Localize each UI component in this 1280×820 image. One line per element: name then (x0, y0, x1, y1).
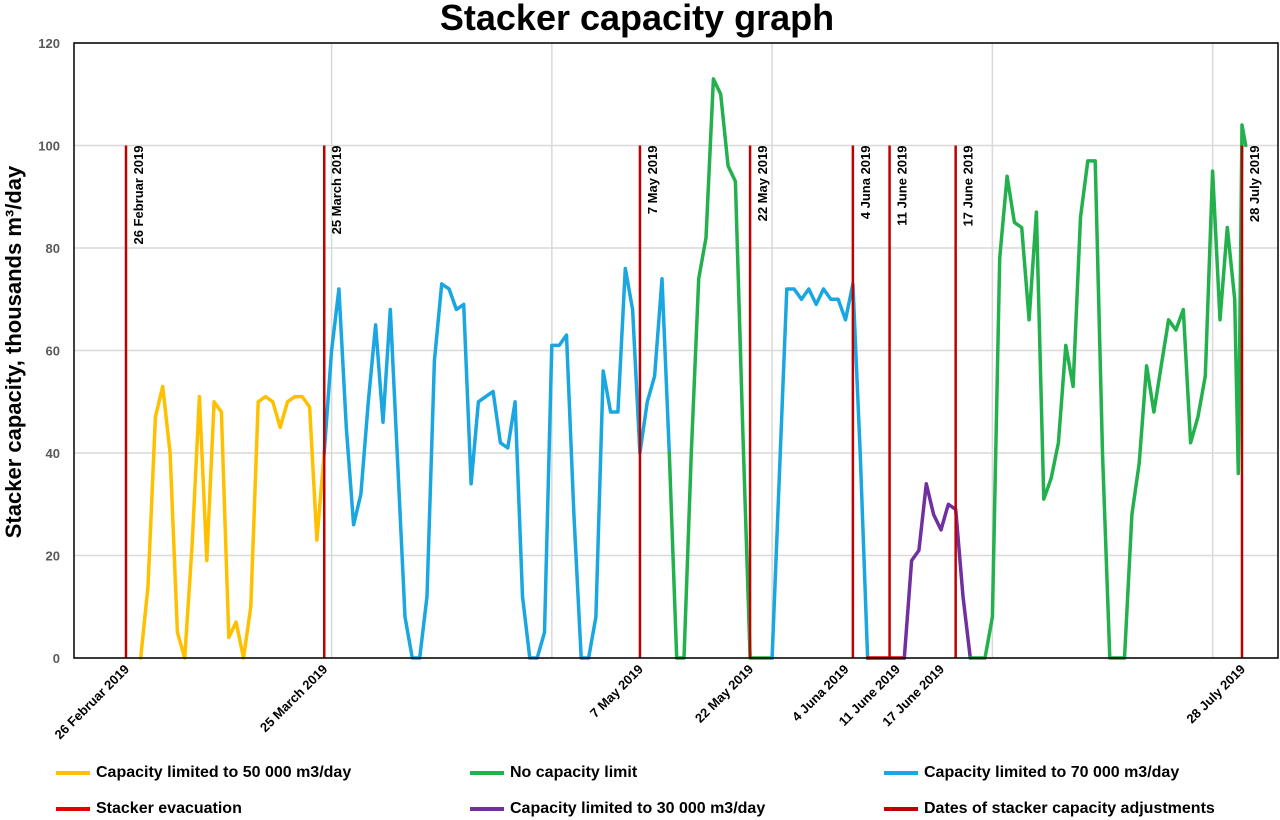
y-tick-label: 100 (38, 139, 60, 154)
legend-item-adjustments: Dates of stacker capacity adjustments (884, 800, 1215, 818)
adjustment-lines: 26 Februar 2019 25 March 2019 7 May 2019 22… (124, 145, 1262, 658)
legend-item-50k: Capacity limited to 50 000 m3/day (56, 764, 351, 782)
adjustment-line-label: 17 June 2019 (961, 146, 976, 227)
y-tick-label: 120 (38, 36, 60, 51)
adjustment-line-label: 7 May 2019 (645, 146, 660, 215)
legend-label-evacuation: Stacker evacuation (96, 800, 242, 817)
y-axis-ticks: 0 20 40 60 80 100 120 (38, 36, 60, 666)
stacker-capacity-chart: Stacker capacity graph Stacker capacity,… (1, 0, 1279, 743)
adjustment-line-label: 26 Februar 2019 (131, 146, 146, 245)
legend-swatch-adjustments (884, 807, 918, 811)
chart-legend: Capacity limited to 50 000 m3/day No cap… (0, 758, 1280, 820)
series-lines (138, 77, 1248, 660)
x-tick-label: 26 Februar 2019 (52, 662, 133, 743)
x-tick-label: 28 July 2019 (1183, 662, 1248, 727)
series-line (322, 266, 672, 660)
legend-item-no-limit: No capacity limit (470, 764, 637, 782)
y-tick-label: 60 (46, 344, 60, 359)
legend-item-evacuation: Stacker evacuation (56, 800, 242, 818)
legend-label-50k: Capacity limited to 50 000 m3/day (96, 764, 352, 781)
series-line (902, 482, 973, 660)
legend-swatch-70k (884, 771, 918, 775)
x-axis-ticks: 26 Februar 2019 25 March 2019 7 May 2019 22… (52, 662, 1249, 743)
adjustment-line-label: 4 Juna 2019 (858, 146, 873, 220)
x-tick-label: 22 May 2019 (692, 662, 756, 726)
series-line (138, 384, 326, 660)
legend-label-no-limit: No capacity limit (510, 764, 638, 781)
y-tick-label: 20 (46, 549, 60, 564)
plot-area-border (73, 42, 1279, 659)
y-tick-label: 0 (53, 651, 60, 666)
x-tick-label: 25 March 2019 (257, 662, 330, 735)
legend-swatch-30k (470, 807, 504, 811)
adjustment-line-label: 28 July 2019 (1247, 146, 1262, 223)
chart-title: Stacker capacity graph (440, 0, 834, 38)
legend-label-adjustments: Dates of stacker capacity adjustments (924, 800, 1215, 817)
legend-swatch-evacuation (56, 807, 90, 811)
y-tick-label: 80 (46, 241, 60, 256)
legend-item-70k: Capacity limited to 70 000 m3/day (884, 764, 1179, 782)
adjustment-line-label: 11 June 2019 (895, 146, 910, 226)
gridlines (74, 42, 1278, 659)
series-line (968, 123, 1248, 660)
legend-label-30k: Capacity limited to 30 000 m3/day (510, 800, 766, 817)
legend-swatch-no-limit (470, 771, 504, 775)
adjustment-line-label: 25 March 2019 (329, 146, 344, 235)
adjustment-line-label: 22 May 2019 (755, 146, 770, 222)
y-tick-label: 40 (46, 446, 60, 461)
y-axis-label: Stacker capacity, thousands m³/day (1, 165, 26, 538)
legend-swatch-50k (56, 771, 90, 775)
x-tick-label: 7 May 2019 (587, 662, 646, 721)
legend-label-70k: Capacity limited to 70 000 m3/day (924, 764, 1180, 781)
legend-item-30k: Capacity limited to 30 000 m3/day (470, 800, 765, 818)
